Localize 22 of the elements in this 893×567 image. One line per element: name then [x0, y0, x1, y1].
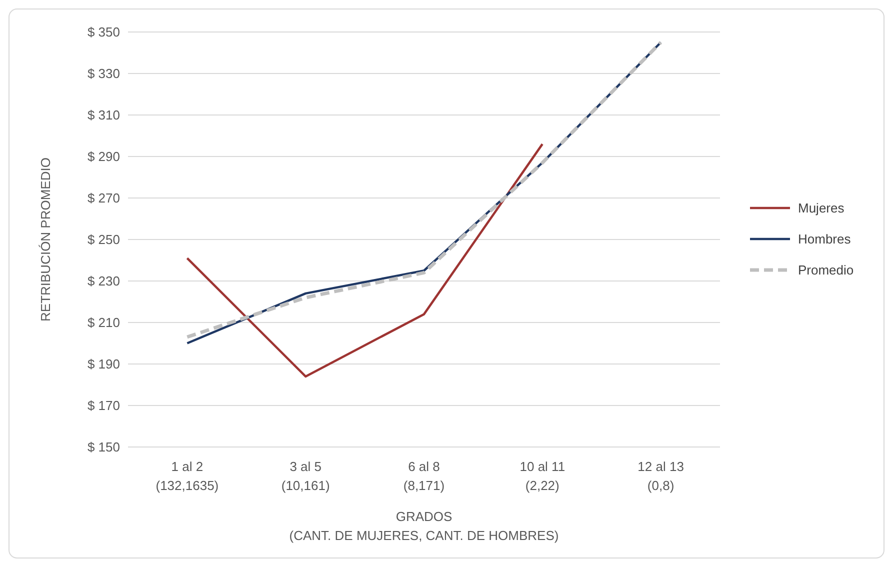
x-tick-label: 6 al 8 (8,171)	[403, 459, 445, 493]
y-tick-label: $ 290	[87, 149, 120, 164]
legend-label: Hombres	[798, 232, 852, 247]
y-axis-title: RETRIBUCIÓN PROMEDIO	[38, 158, 53, 322]
y-tick-label: $ 170	[87, 398, 120, 414]
x-tick-label: 3 al 5 (10,161)	[281, 459, 330, 493]
y-tick-label: $ 230	[87, 274, 120, 289]
y-tick-label: $ 210	[87, 315, 120, 330]
y-tick-label: $ 350	[87, 24, 120, 40]
x-axis-title: GRADOS (CANT. DE MUJERES, CANT. DE HOMBRES)	[289, 509, 559, 543]
line-series	[186, 142, 544, 378]
x-tick-label: 12 al 13 (0,8)	[638, 459, 684, 493]
x-tick-label: 10 al 11 (2,22)	[520, 459, 566, 493]
y-tick-label: $ 310	[87, 108, 120, 123]
y-tick-label: $ 250	[87, 232, 120, 248]
y-tick-label: $ 330	[87, 66, 120, 82]
legend-label: Mujeres	[798, 200, 845, 216]
y-tick-label: $ 270	[87, 190, 120, 206]
y-tick-label: $ 190	[87, 356, 120, 372]
legend-label: Promedio	[798, 262, 854, 278]
x-tick-label: 1 al 2 (132,1635)	[156, 459, 219, 493]
y-tick-label: $ 150	[87, 440, 120, 455]
